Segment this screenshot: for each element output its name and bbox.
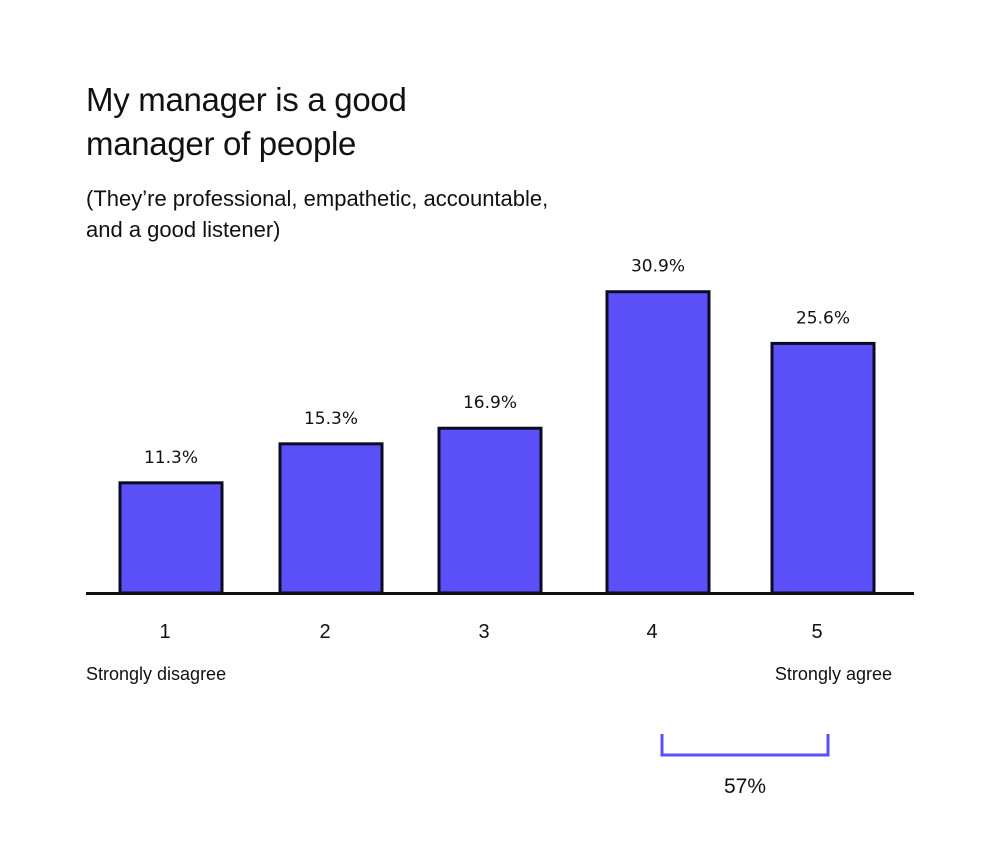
x-tick-label-4: 4 xyxy=(646,621,657,643)
bars-layer xyxy=(118,290,876,595)
scale-endpoint-labels: Strongly disagree Strongly agree xyxy=(86,664,892,684)
x-tick-label-5: 5 xyxy=(811,621,822,643)
value-label-2: 15.3% xyxy=(304,409,358,429)
chart-title-line-1: My manager is a good xyxy=(86,81,407,118)
chart-subtitle-line-1: (They’re professional, empathetic, accou… xyxy=(86,186,549,211)
value-label-5: 25.6% xyxy=(796,308,850,328)
bar-2 xyxy=(278,442,384,595)
agreement-bracket-label: 57% xyxy=(724,775,766,798)
chart-subtitle: (They’re professional, empathetic, accou… xyxy=(86,183,706,245)
chart-title-line-2: manager of people xyxy=(86,125,357,162)
value-label-4: 30.9% xyxy=(631,257,685,277)
chart-subtitle-line-2: and a good listener) xyxy=(86,217,281,242)
x-tick-label-1: 1 xyxy=(159,621,170,643)
bar-1 xyxy=(118,481,224,595)
value-label-3: 16.9% xyxy=(463,393,517,413)
value-label-1: 11.3% xyxy=(144,448,198,468)
agreement-bracket-line xyxy=(660,734,830,757)
labels-layer: 11.3% 1 15.3% 2 16.9% 3 30.9% 4 25.6% 5 xyxy=(144,257,850,643)
agreement-bracket: 57% xyxy=(660,734,830,798)
bar-3 xyxy=(437,426,543,595)
x-tick-label-3: 3 xyxy=(478,621,489,643)
scale-high-label: Strongly agree xyxy=(775,664,892,684)
scale-low-label: Strongly disagree xyxy=(86,664,226,684)
bar-4 xyxy=(605,290,711,595)
chart-title: My manager is a good manager of people xyxy=(86,78,646,166)
bar-5 xyxy=(770,341,876,595)
x-tick-label-2: 2 xyxy=(319,621,330,643)
